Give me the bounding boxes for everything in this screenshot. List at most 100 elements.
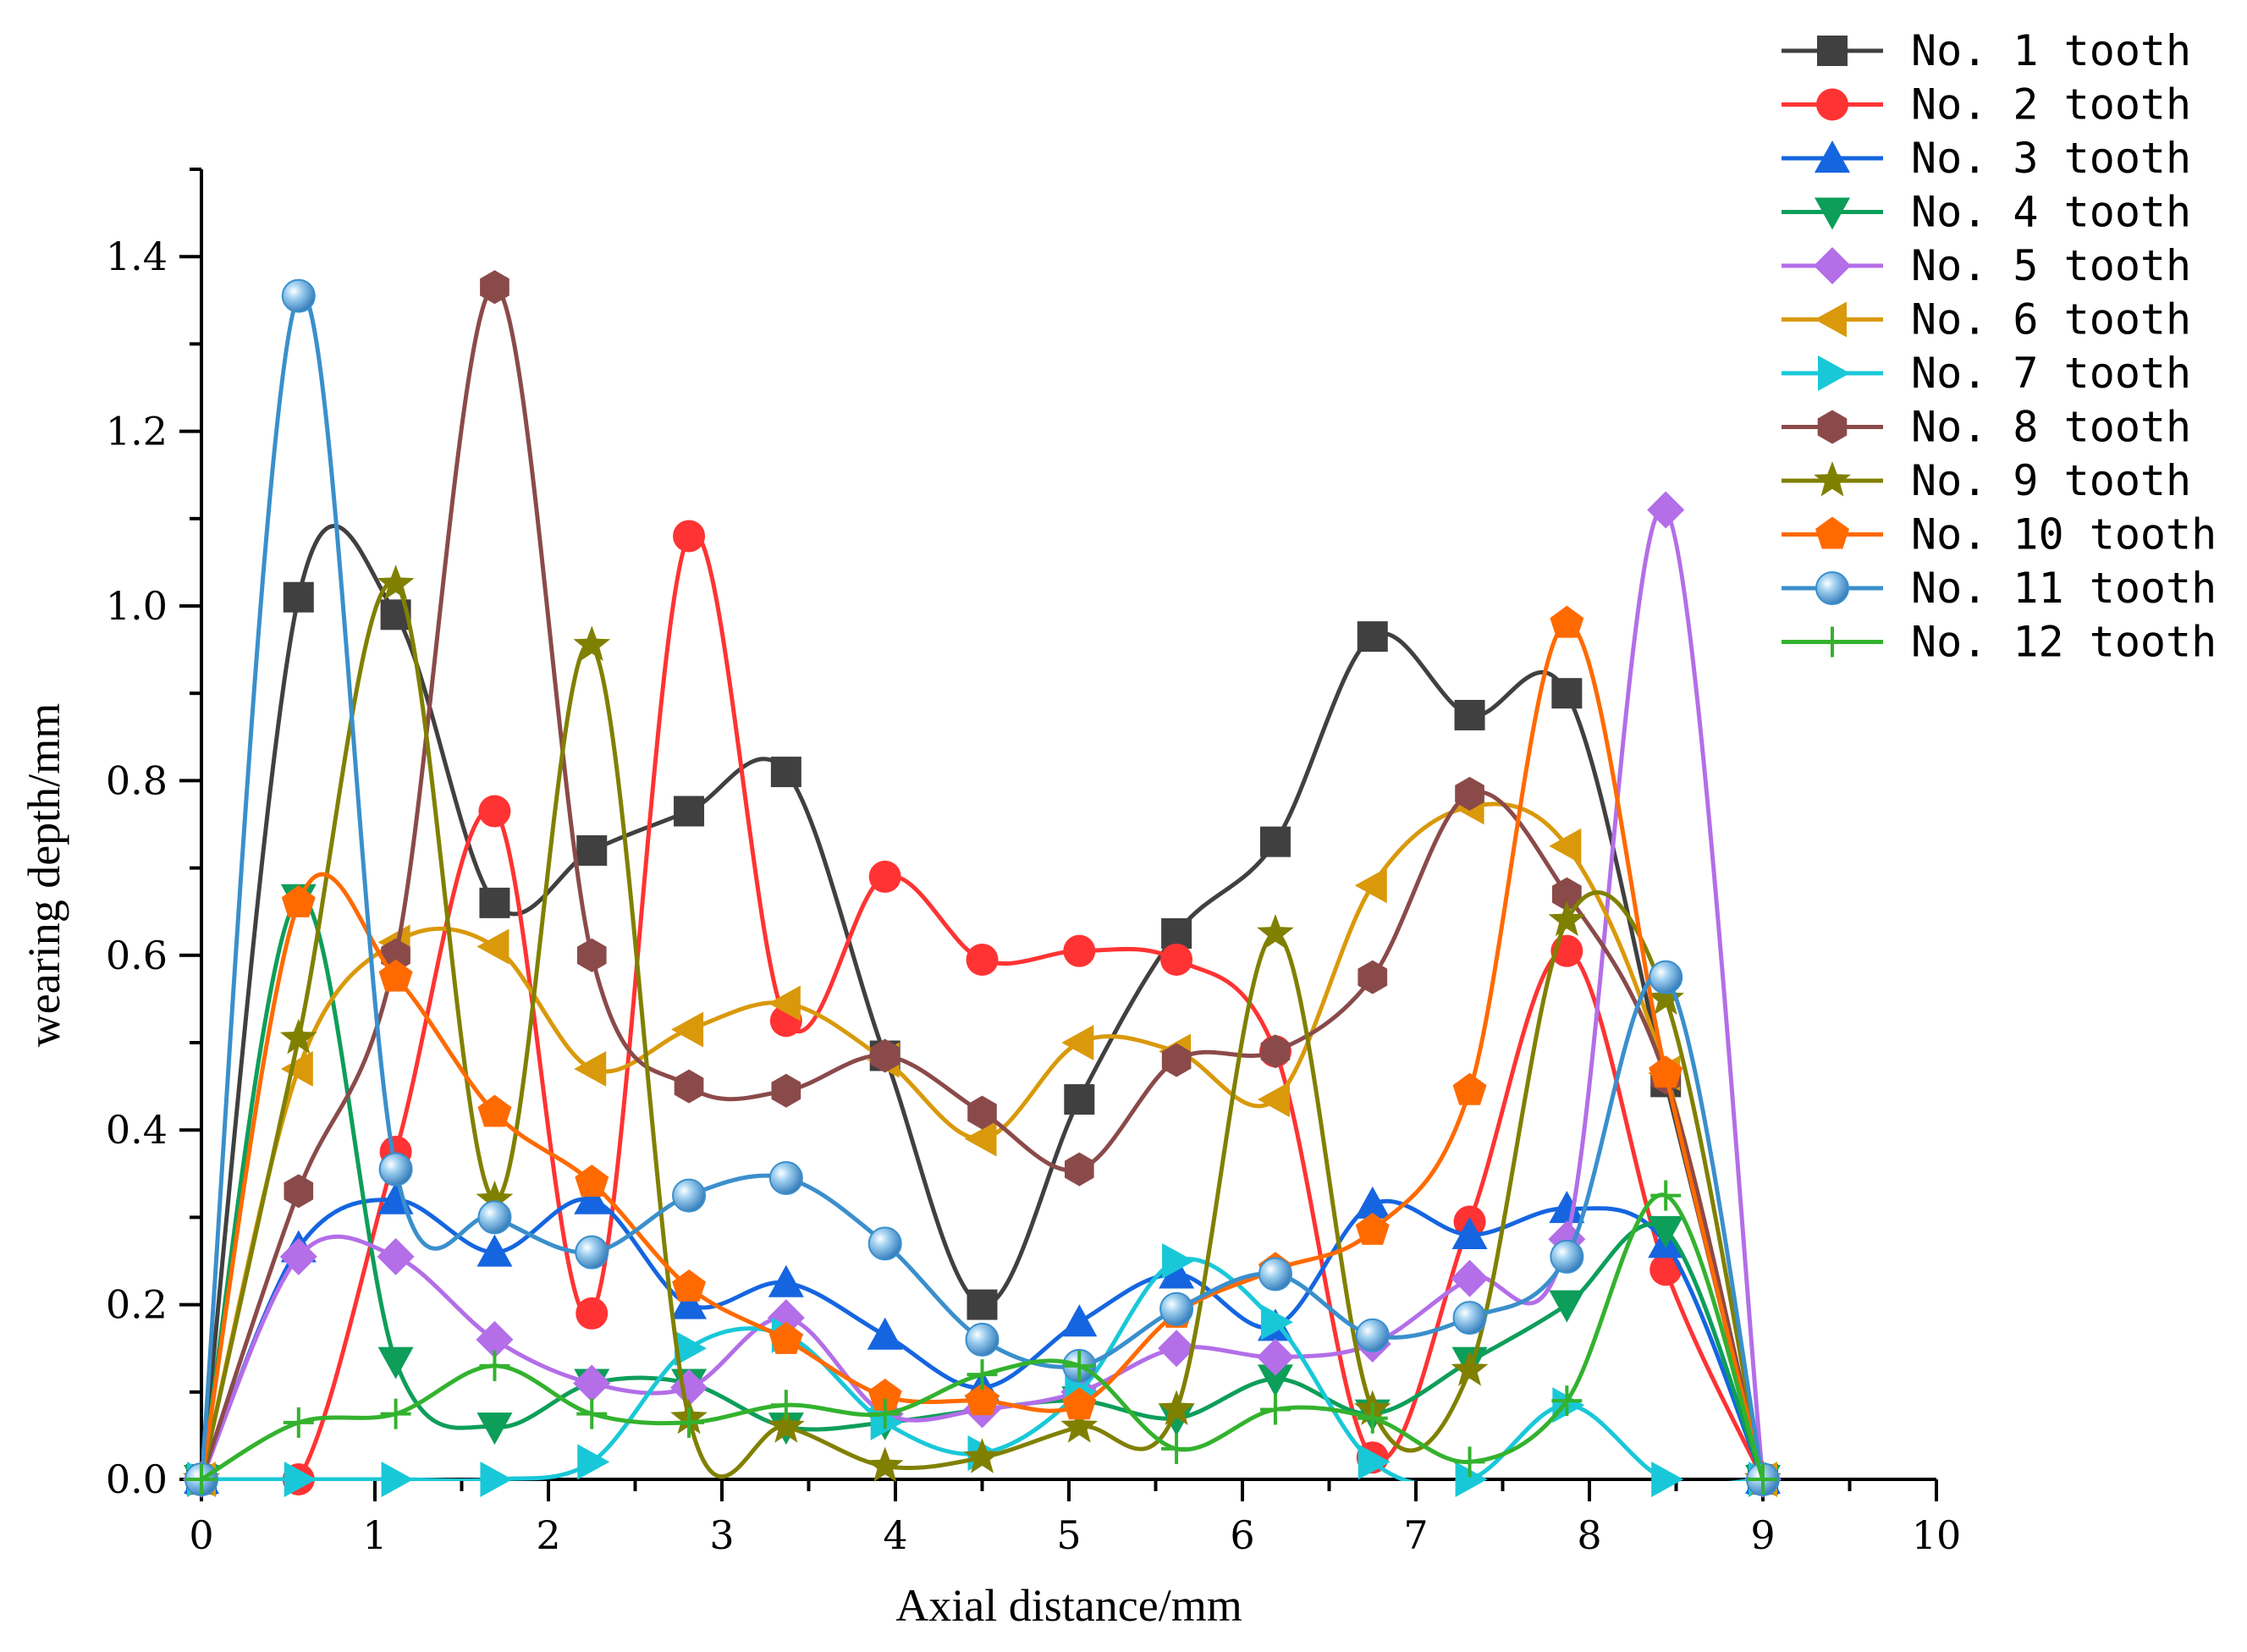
data-point: [1550, 605, 1584, 638]
data-point: [869, 1398, 900, 1429]
data-point: [1162, 1243, 1195, 1279]
series-line: [201, 580, 1765, 1481]
legend-marker: [1816, 88, 1848, 121]
data-point: [480, 1462, 513, 1497]
legend-item: No. 12 tooth: [1782, 618, 2217, 667]
data-point: [576, 1297, 609, 1330]
data-point: [1161, 1043, 1192, 1077]
data-point: [1548, 900, 1586, 937]
data-point: [575, 1165, 609, 1198]
data-point: [478, 795, 511, 828]
data-point: [1648, 1215, 1684, 1248]
y-tick-label: 0.2: [106, 1282, 168, 1328]
legend-label: No. 7 tooth: [1911, 349, 2191, 398]
data-point: [1355, 1318, 1390, 1352]
legend-item: No. 10 tooth: [1782, 510, 2217, 559]
data-point: [1647, 979, 1685, 1015]
data-point: [1551, 1385, 1583, 1417]
data-point: [1159, 1291, 1194, 1326]
data-point: [674, 796, 705, 827]
legend-item: No. 7 tooth: [1782, 349, 2191, 398]
legend-marker: [1817, 626, 1848, 658]
data-point: [1260, 1034, 1291, 1069]
series-layer: [183, 270, 1782, 1498]
data-point: [868, 860, 901, 893]
x-tick-label: 5: [1056, 1512, 1081, 1558]
data-point: [1549, 1191, 1585, 1224]
data-point: [1552, 877, 1582, 911]
data-point: [284, 1174, 314, 1209]
legend-item: No. 8 tooth: [1782, 403, 2191, 452]
data-point: [674, 1069, 704, 1104]
data-point: [1454, 1446, 1485, 1478]
legend-item: No. 11 tooth: [1782, 564, 2217, 613]
data-point: [768, 1321, 803, 1354]
data-point: [1650, 1180, 1682, 1211]
data-point: [967, 1289, 998, 1320]
data-point: [279, 1018, 317, 1055]
legend-marker: [1817, 36, 1848, 66]
data-point: [1357, 1402, 1388, 1434]
legend-marker: [1815, 301, 1847, 338]
data-point: [1358, 1444, 1391, 1480]
data-point: [1063, 934, 1096, 967]
data-point: [673, 520, 706, 553]
data-point: [381, 1462, 414, 1497]
legend-label: No. 3 tooth: [1911, 134, 2191, 183]
x-tick-label: 3: [709, 1512, 734, 1558]
data-point: [476, 1412, 513, 1446]
data-point: [866, 1446, 904, 1483]
legend-marker: [1815, 516, 1849, 549]
data-point: [1065, 1152, 1094, 1187]
data-point: [1061, 1304, 1098, 1337]
data-point: [1354, 1186, 1391, 1219]
data-point: [283, 581, 314, 613]
data-point: [672, 1269, 706, 1302]
data-point: [964, 1121, 997, 1157]
series-9: [183, 564, 1782, 1495]
data-point: [281, 278, 316, 313]
data-point: [574, 1050, 607, 1087]
data-point: [476, 1234, 513, 1267]
legend-label: No. 10 tooth: [1911, 510, 2217, 559]
data-point: [381, 938, 410, 972]
legend-item: No. 9 tooth: [1782, 456, 2191, 505]
series-11: [184, 278, 1780, 1496]
series-12: [186, 1180, 1778, 1495]
x-tick-label: 2: [536, 1512, 560, 1558]
legend-marker: [1815, 197, 1850, 230]
data-point: [1064, 1084, 1095, 1115]
data-point: [480, 270, 509, 305]
data-point: [476, 1320, 514, 1358]
data-point: [1649, 1253, 1682, 1286]
data-point: [1355, 1212, 1390, 1245]
data-point: [867, 1379, 902, 1411]
y-tick-label: 0.6: [106, 933, 168, 978]
x-tick-label: 7: [1403, 1512, 1428, 1558]
data-point: [1061, 1025, 1094, 1060]
data-point: [1354, 867, 1387, 904]
data-point: [1452, 1072, 1487, 1105]
legend-item: No. 6 tooth: [1782, 295, 2191, 344]
y-tick-label: 0.4: [106, 1107, 168, 1153]
legend-marker: [1815, 571, 1849, 605]
data-point: [1258, 1257, 1292, 1291]
y-tick-label: 1.2: [106, 409, 168, 454]
data-point: [966, 943, 999, 976]
data-point: [1257, 1082, 1290, 1118]
legend-label: No. 8 tooth: [1911, 403, 2191, 452]
data-point: [1452, 1301, 1487, 1335]
data-point: [1257, 1364, 1293, 1397]
data-point: [671, 1011, 704, 1048]
x-tick-label: 6: [1230, 1512, 1254, 1558]
data-point: [1649, 1055, 1683, 1088]
y-axis-title: wearing depth/mm: [19, 703, 69, 1047]
data-point: [867, 1317, 903, 1350]
data-point: [377, 1346, 414, 1379]
data-point: [870, 1038, 900, 1073]
data-point: [1455, 1462, 1488, 1497]
axes: 0 1 2 3 4 5 6 7 8 9 10 0.0 0.2 0.4 0.6 0.8 1.0 1.2 1.4 Axia…: [19, 168, 1961, 1631]
legend-marker: [1818, 355, 1850, 391]
data-point: [1159, 1403, 1195, 1436]
data-point: [1060, 1407, 1099, 1443]
